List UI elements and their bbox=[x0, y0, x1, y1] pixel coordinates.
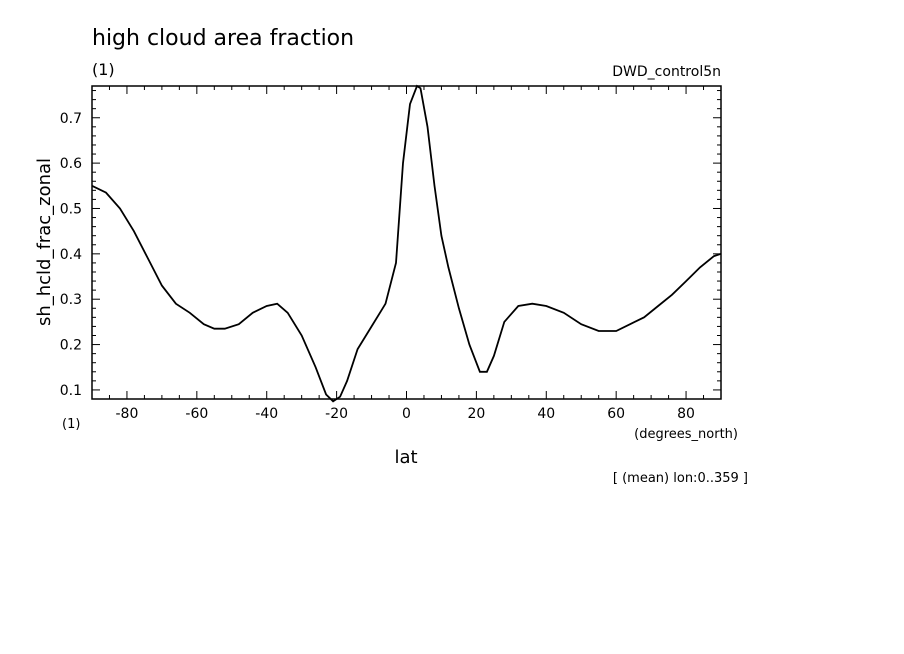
x-tick-label: -60 bbox=[185, 406, 208, 422]
axis-ticks bbox=[91, 86, 722, 400]
y-tick-label: 0.6 bbox=[60, 156, 82, 172]
x-axis-label: lat bbox=[394, 447, 417, 468]
y-tick-label: 0.5 bbox=[60, 201, 82, 217]
y-tick-label: 0.7 bbox=[60, 111, 82, 127]
y-tick-label: 0.3 bbox=[60, 292, 82, 308]
y-tick-label: 0.1 bbox=[60, 383, 82, 399]
x-tick-label: -40 bbox=[255, 406, 278, 422]
x-tick-label: -20 bbox=[325, 406, 348, 422]
x-tick-label: -80 bbox=[116, 406, 139, 422]
x-units-label: (degrees_north) bbox=[634, 427, 738, 442]
mean-note: [ (mean) lon:0..359 ] bbox=[613, 471, 748, 486]
dataset-label: DWD_control5n bbox=[612, 64, 721, 80]
x-tick-label: 0 bbox=[402, 406, 411, 422]
x-tick-label: 40 bbox=[537, 406, 555, 422]
series-line bbox=[91, 84, 722, 403]
y-axis-label: sh_hcld_frac_zonal bbox=[34, 158, 55, 326]
x-tick-label: 60 bbox=[607, 406, 625, 422]
x-tick-labels: -80 -60 -40 -20 0 20 40 60 80 bbox=[116, 406, 695, 422]
x-tick-label: 80 bbox=[677, 406, 695, 422]
top-units-label: (1) bbox=[92, 60, 115, 79]
y-tick-label: 0.2 bbox=[60, 338, 82, 354]
y-tick-labels: 0.1 0.2 0.3 0.4 0.5 0.6 0.7 bbox=[60, 111, 82, 399]
x-tick-label: 20 bbox=[467, 406, 485, 422]
chart-title: high cloud area fraction bbox=[92, 26, 354, 51]
y-tick-label: 0.4 bbox=[60, 247, 82, 263]
bottom-units-label: (1) bbox=[62, 417, 80, 432]
